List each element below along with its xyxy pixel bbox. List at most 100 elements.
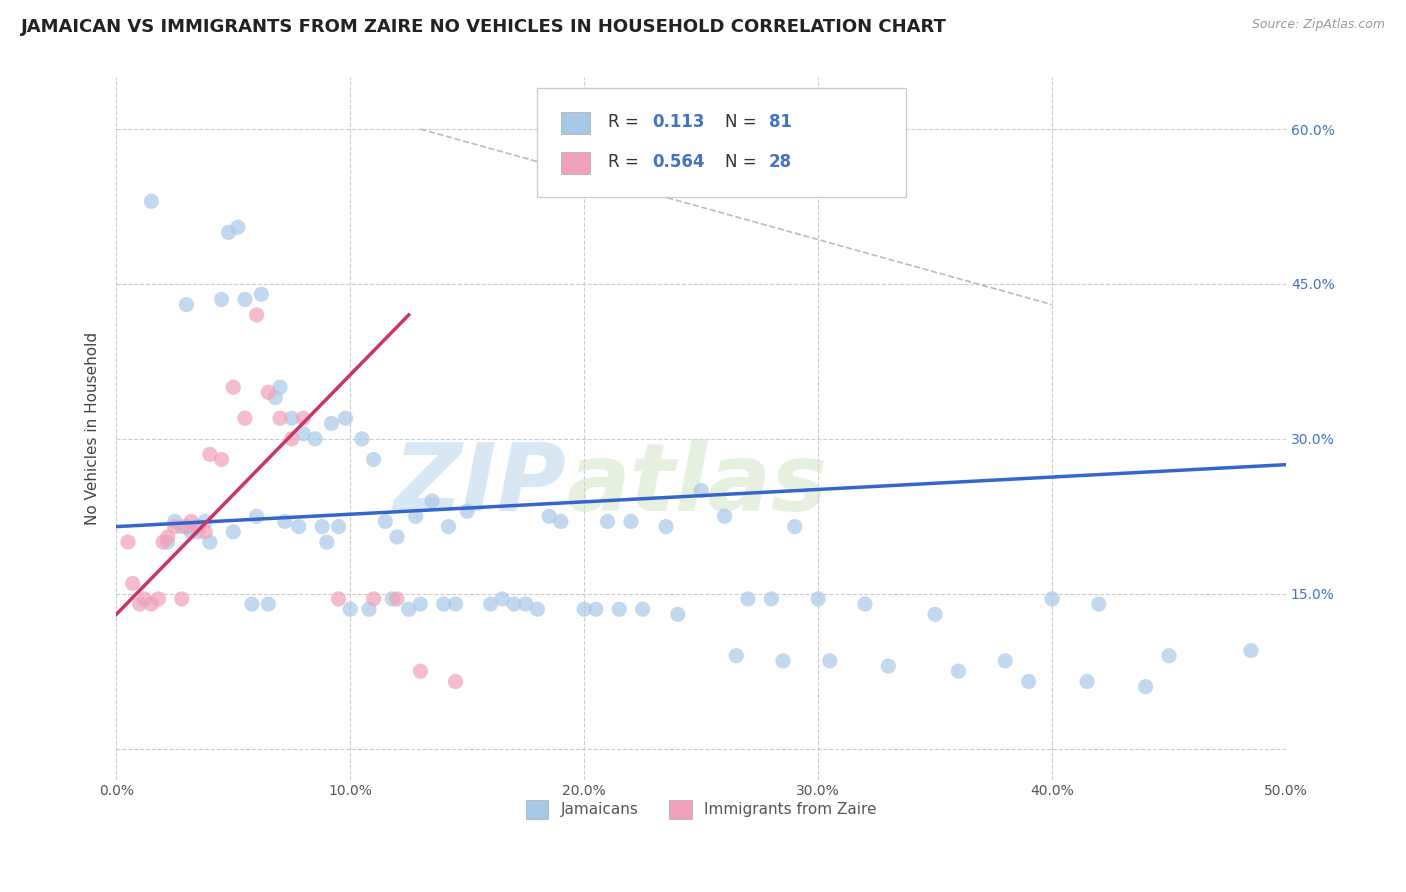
- Point: [180, 524, 202, 539]
- Point: [818, 654, 841, 668]
- Point: [240, 597, 263, 611]
- Point: [222, 524, 245, 539]
- Point: [772, 654, 794, 668]
- Point: [339, 602, 361, 616]
- Point: [690, 483, 713, 498]
- Text: R =: R =: [607, 153, 644, 170]
- Point: [456, 504, 478, 518]
- Point: [134, 591, 156, 606]
- Text: R =: R =: [607, 112, 644, 130]
- Point: [1157, 648, 1180, 663]
- Point: [250, 287, 273, 301]
- Point: [666, 607, 689, 622]
- Point: [246, 308, 269, 322]
- Point: [385, 530, 408, 544]
- Point: [198, 447, 221, 461]
- Point: [321, 417, 343, 431]
- Text: ZIP: ZIP: [394, 439, 567, 531]
- Point: [503, 597, 526, 611]
- Point: [807, 591, 830, 606]
- Point: [515, 597, 537, 611]
- Point: [1088, 597, 1111, 611]
- Point: [761, 591, 783, 606]
- Point: [538, 509, 561, 524]
- Point: [222, 380, 245, 394]
- Point: [292, 426, 315, 441]
- Text: 0.113: 0.113: [652, 112, 704, 130]
- Point: [280, 432, 302, 446]
- Point: [948, 664, 970, 678]
- Point: [170, 519, 193, 533]
- Point: [444, 674, 467, 689]
- Point: [226, 220, 249, 235]
- Point: [409, 664, 432, 678]
- Point: [269, 380, 291, 394]
- Point: [363, 591, 385, 606]
- Point: [187, 519, 209, 533]
- Point: [176, 519, 198, 533]
- Point: [311, 519, 333, 533]
- Point: [1040, 591, 1063, 606]
- Point: [180, 515, 202, 529]
- Text: 0.564: 0.564: [652, 153, 704, 170]
- Point: [218, 225, 240, 239]
- Point: [264, 391, 287, 405]
- Point: [350, 432, 373, 446]
- Point: [398, 602, 420, 616]
- Text: JAMAICAN VS IMMIGRANTS FROM ZAIRE NO VEHICLES IN HOUSEHOLD CORRELATION CHART: JAMAICAN VS IMMIGRANTS FROM ZAIRE NO VEH…: [21, 18, 948, 36]
- Point: [491, 591, 513, 606]
- Point: [128, 597, 150, 611]
- Point: [194, 515, 217, 529]
- Point: [655, 519, 678, 533]
- Point: [211, 452, 233, 467]
- Point: [479, 597, 502, 611]
- Point: [631, 602, 654, 616]
- Point: [444, 597, 467, 611]
- FancyBboxPatch shape: [537, 88, 905, 197]
- Point: [233, 293, 256, 307]
- Point: [187, 524, 209, 539]
- Point: [269, 411, 291, 425]
- Point: [783, 519, 806, 533]
- Point: [725, 648, 748, 663]
- Point: [328, 519, 350, 533]
- Point: [437, 519, 460, 533]
- Point: [328, 591, 350, 606]
- Point: [853, 597, 876, 611]
- Point: [357, 602, 380, 616]
- Point: [194, 524, 217, 539]
- FancyBboxPatch shape: [561, 112, 591, 135]
- Point: [713, 509, 735, 524]
- Y-axis label: No Vehicles in Household: No Vehicles in Household: [86, 332, 100, 525]
- Point: [405, 509, 427, 524]
- Point: [381, 591, 404, 606]
- Point: [233, 411, 256, 425]
- Point: [292, 411, 315, 425]
- Point: [737, 591, 759, 606]
- Point: [198, 535, 221, 549]
- Point: [246, 509, 269, 524]
- Point: [163, 519, 186, 533]
- Point: [211, 293, 233, 307]
- Point: [585, 602, 607, 616]
- Point: [620, 515, 643, 529]
- Point: [924, 607, 946, 622]
- Point: [1240, 643, 1263, 657]
- Point: [156, 535, 179, 549]
- Point: [141, 597, 163, 611]
- Legend: Jamaicans, Immigrants from Zaire: Jamaicans, Immigrants from Zaire: [519, 794, 883, 824]
- Point: [304, 432, 326, 446]
- Point: [374, 515, 396, 529]
- Point: [1018, 674, 1040, 689]
- Point: [363, 452, 385, 467]
- Point: [335, 411, 357, 425]
- Text: 81: 81: [769, 112, 792, 130]
- Text: atlas: atlas: [567, 439, 828, 531]
- Point: [117, 535, 139, 549]
- Point: [257, 385, 280, 400]
- Point: [121, 576, 143, 591]
- Point: [1076, 674, 1098, 689]
- Point: [607, 602, 630, 616]
- Point: [274, 515, 297, 529]
- Point: [315, 535, 337, 549]
